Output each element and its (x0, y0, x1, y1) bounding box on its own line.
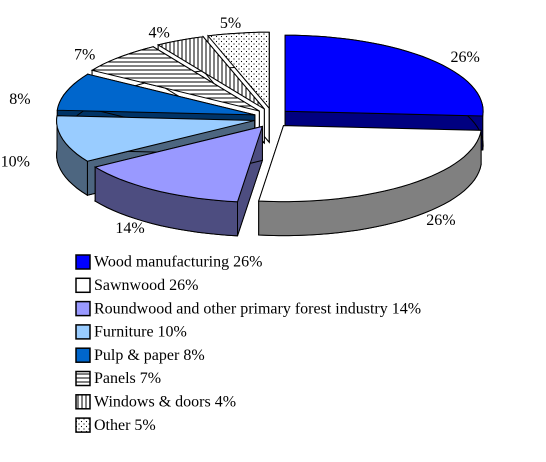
legend-swatch (75, 254, 91, 270)
legend-label: Other 5% (94, 417, 156, 434)
slice (207, 31, 270, 110)
slice (93, 125, 264, 203)
legend-swatch (75, 324, 91, 340)
legend-label: Furniture 10% (94, 324, 187, 341)
data-label: 5% (220, 15, 241, 32)
slice (156, 36, 265, 110)
data-label: 4% (149, 24, 170, 41)
data-label: 26% (451, 49, 480, 66)
data-label: 8% (9, 91, 30, 108)
legend-swatch (75, 417, 91, 433)
legend-label: Pulp & paper 8% (94, 347, 205, 364)
data-label: 7% (74, 46, 95, 63)
legend-label: Sawnwood 26% (94, 277, 198, 294)
legend-label: Windows & doors 4% (94, 393, 236, 410)
pie (56, 31, 484, 237)
legend-label: Panels 7% (94, 370, 161, 387)
legend-swatch (75, 347, 91, 363)
legend-label: Wood manufacturing 26% (94, 254, 262, 271)
legend-label: Roundwood and other primary forest indus… (94, 300, 421, 317)
legend-swatch (75, 394, 91, 410)
legend: Wood manufacturing 26% Sawnwood 26% Roundw… (75, 254, 421, 434)
legend-swatch (75, 300, 91, 317)
data-labels: 26% 26% 14% 10% 8% 7% 4% 5% (1, 15, 480, 237)
legend-swatch (75, 277, 91, 294)
slice (56, 73, 256, 116)
slice (258, 125, 482, 203)
slice (258, 125, 482, 237)
data-label: 10% (1, 154, 30, 171)
slice (56, 115, 255, 162)
slice (90, 46, 260, 112)
slice (284, 34, 484, 117)
legend-swatch (75, 370, 91, 387)
slice (93, 125, 264, 237)
data-label: 14% (115, 220, 144, 237)
data-label: 26% (426, 212, 455, 229)
